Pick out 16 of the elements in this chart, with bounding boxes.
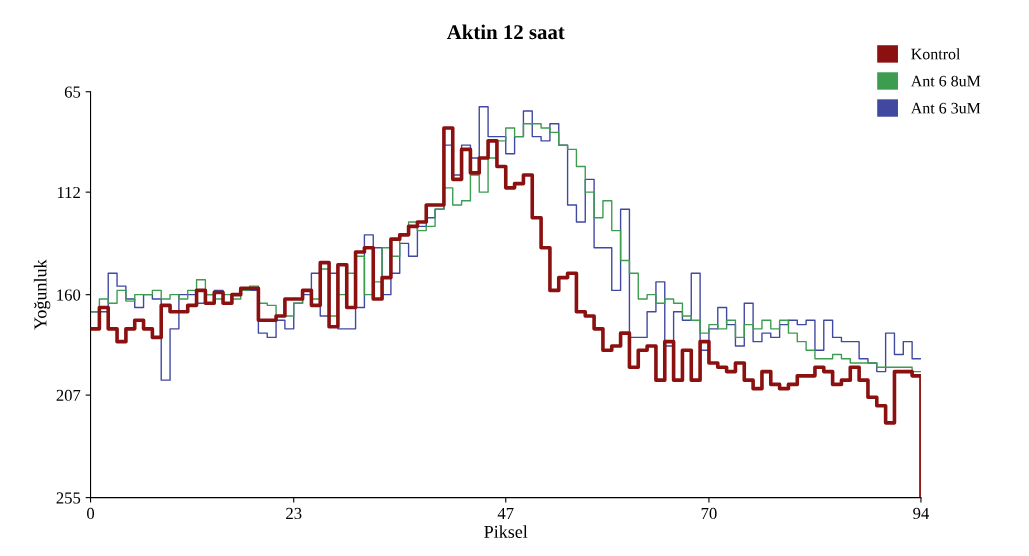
- x-tick-label: 0: [87, 507, 95, 520]
- x-tick-label: 47: [497, 507, 514, 519]
- legend-label: Ant 6 8uM: [910, 75, 981, 87]
- legend-label: Kontrol: [911, 48, 961, 60]
- chart-title: Aktin 12 saat: [446, 24, 565, 40]
- y-tick-label: 207: [56, 389, 81, 402]
- y-tick-label: 255: [56, 492, 81, 504]
- y-tick-label: 65: [64, 86, 81, 98]
- y-axis-title: Yoğunluk: [33, 259, 51, 330]
- x-axis-title: Piksel: [484, 525, 528, 538]
- x-tick-label: 94: [913, 507, 930, 520]
- legend-label: Ant 6 3uM: [910, 102, 981, 114]
- y-tick-label: 160: [57, 289, 81, 301]
- y-tick-label: 112: [57, 186, 80, 198]
- x-tick-label: 23: [286, 507, 302, 520]
- x-tick-label: 70: [701, 507, 717, 520]
